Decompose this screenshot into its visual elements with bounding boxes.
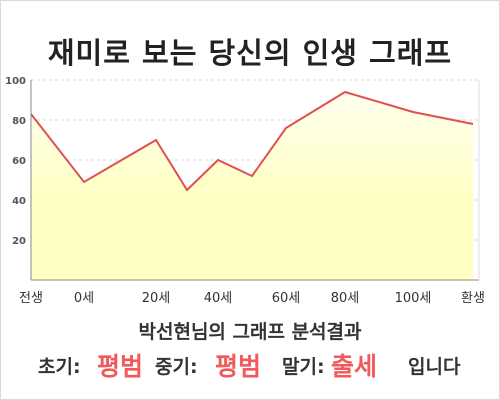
x-tick-label-5: 80세	[331, 291, 360, 306]
x-tick-label-3: 40세	[204, 291, 233, 306]
x-tick-labels: 전생 0세 20세 40세 60세 80세 100세 환생	[19, 291, 485, 306]
mid-label: 중기:	[155, 356, 198, 378]
early-value: 평범	[97, 352, 144, 381]
x-tick-label-1: 0세	[74, 291, 94, 306]
result-heading: 박선현님의 그래프 분석결과	[138, 321, 362, 343]
y-tick-label-80: 80	[12, 116, 26, 127]
y-tick-label-40: 40	[12, 196, 26, 207]
x-tick-label-7: 환생	[461, 291, 485, 306]
early-label: 초기:	[38, 356, 81, 378]
mid-value: 평범	[215, 352, 262, 381]
x-tick-label-2: 20세	[142, 291, 171, 306]
area-fill	[31, 92, 473, 280]
late-label: 말기:	[282, 356, 325, 378]
result-summary: 초기: 평범 중기: 평범 말기: 출세 입니다	[0, 344, 500, 384]
x-tick-label-4: 60세	[272, 291, 301, 306]
late-value: 출세	[331, 352, 378, 381]
y-tick-label-20: 20	[12, 236, 26, 247]
series-line	[30, 90, 474, 192]
y-tick-labels: 20 40 60 80 100	[5, 76, 26, 247]
axes	[30, 80, 480, 281]
x-tick-label-6: 100세	[395, 291, 432, 306]
y-tick-label-100: 100	[5, 76, 26, 87]
result-suffix: 입니다	[408, 356, 461, 378]
page-title: 재미로 보는 당신의 인생 그래프	[47, 36, 453, 70]
y-tick-label-60: 60	[12, 156, 26, 167]
x-tick-label-0: 전생	[19, 291, 43, 306]
